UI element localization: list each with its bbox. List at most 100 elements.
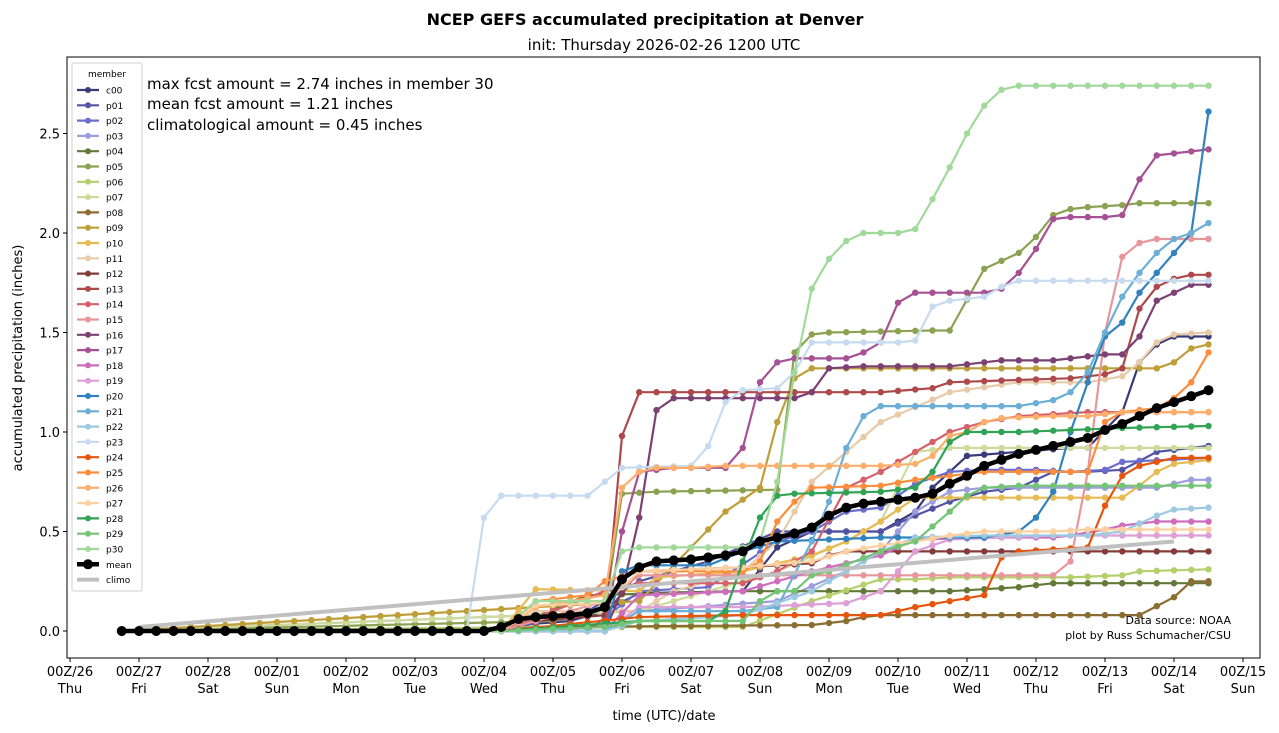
- legend-label: p10: [106, 240, 123, 250]
- point-p09: [618, 598, 626, 606]
- series-p14: [118, 408, 1212, 635]
- point-p30: [774, 478, 781, 485]
- point-p23: [567, 492, 574, 499]
- point-p28: [1067, 426, 1074, 434]
- legend-label: p15: [106, 316, 123, 326]
- legend-label: p19: [106, 377, 123, 387]
- point-p11: [877, 418, 884, 426]
- point-mean: [203, 626, 213, 636]
- point-p16: [808, 389, 815, 396]
- x-tick-day: Thu: [1023, 682, 1048, 697]
- point-p13: [1119, 365, 1126, 372]
- point-mean: [289, 626, 300, 636]
- point-mean: [651, 556, 662, 567]
- point-p30: [1153, 82, 1160, 89]
- point-p25: [756, 558, 764, 565]
- point-p29: [687, 617, 695, 625]
- x-tick-day: Sun: [1231, 682, 1256, 697]
- point-p24: [808, 611, 815, 619]
- point-p26: [670, 464, 677, 472]
- point-p09: [636, 597, 643, 605]
- point-p27: [1101, 526, 1109, 533]
- x-tick-label: 00Z/13: [1082, 665, 1128, 680]
- point-p08: [981, 611, 988, 619]
- point-mean: [962, 470, 972, 481]
- point-mean: [116, 626, 127, 636]
- legend-label: p13: [106, 285, 123, 295]
- x-tick-label: 00Z/15: [1220, 665, 1266, 680]
- point-p16: [963, 361, 971, 368]
- point-c00: [981, 451, 988, 458]
- legend-item-climo: climo: [77, 576, 131, 586]
- point-p15: [1119, 253, 1126, 261]
- point-p28: [877, 488, 884, 495]
- point-p26: [1119, 408, 1126, 416]
- legend-marker: [85, 117, 91, 124]
- point-p07: [963, 444, 971, 452]
- point-p05: [653, 488, 660, 495]
- point-p25: [843, 483, 850, 490]
- x-tick-day: Fri: [1097, 682, 1113, 697]
- point-p18: [670, 590, 677, 598]
- point-p28: [998, 428, 1005, 436]
- point-p13: [946, 379, 953, 386]
- point-p13: [1050, 375, 1057, 383]
- line-p28: [121, 424, 1209, 633]
- point-p23: [515, 492, 522, 499]
- chart-subtitle: init: Thursday 2026-02-26 1200 UTC: [528, 36, 801, 54]
- point-p07: [1205, 444, 1212, 452]
- point-p15: [981, 572, 988, 579]
- point-p05: [722, 487, 729, 494]
- point-p16: [1015, 357, 1022, 364]
- point-mean: [410, 626, 420, 636]
- point-p24: [894, 607, 902, 615]
- legend-label: p07: [106, 194, 123, 204]
- point-p27: [1084, 526, 1091, 533]
- legend-marker: [85, 362, 91, 369]
- point-p08: [687, 622, 695, 630]
- point-p04: [860, 588, 867, 595]
- point-p29: [963, 492, 971, 499]
- point-p13: [791, 389, 798, 396]
- point-p10: [515, 606, 522, 614]
- point-p06: [1084, 573, 1091, 580]
- point-mean: [1117, 419, 1128, 430]
- point-mean: [461, 626, 472, 636]
- point-p05: [670, 488, 677, 495]
- point-p17: [1119, 211, 1126, 219]
- point-mean: [582, 608, 593, 619]
- point-p16: [825, 365, 833, 372]
- point-p13: [1067, 375, 1074, 382]
- point-p16: [653, 406, 660, 414]
- legend-marker: [85, 285, 91, 292]
- point-p27: [1170, 526, 1178, 533]
- series-p07: [118, 444, 1212, 635]
- legend-title: member: [88, 70, 126, 80]
- point-p30: [1015, 82, 1022, 89]
- point-p15: [1032, 572, 1040, 579]
- point-p25: [1067, 468, 1074, 475]
- point-p05: [825, 329, 833, 336]
- point-p30: [1032, 82, 1040, 89]
- point-p21: [808, 538, 815, 545]
- legend-item-p09: p09: [77, 224, 123, 234]
- x-tick-day: Fri: [614, 682, 630, 697]
- point-p25: [1205, 349, 1212, 356]
- point-p10: [1170, 460, 1178, 468]
- point-p11: [1205, 329, 1212, 336]
- legend-item-p10: p10: [77, 240, 123, 250]
- point-p28: [756, 514, 764, 521]
- point-p09: [360, 613, 367, 621]
- point-p09: [1015, 365, 1022, 372]
- point-p29: [1050, 482, 1057, 489]
- point-p30: [670, 544, 677, 551]
- point-p24: [705, 612, 712, 619]
- point-p24: [791, 611, 798, 619]
- point-p27: [860, 545, 867, 552]
- point-p17: [1032, 245, 1040, 253]
- point-p16: [756, 394, 764, 402]
- point-p23: [998, 283, 1005, 290]
- legend-item-p18: p18: [77, 362, 123, 372]
- point-p26: [687, 464, 695, 472]
- legend-label: p26: [106, 484, 123, 494]
